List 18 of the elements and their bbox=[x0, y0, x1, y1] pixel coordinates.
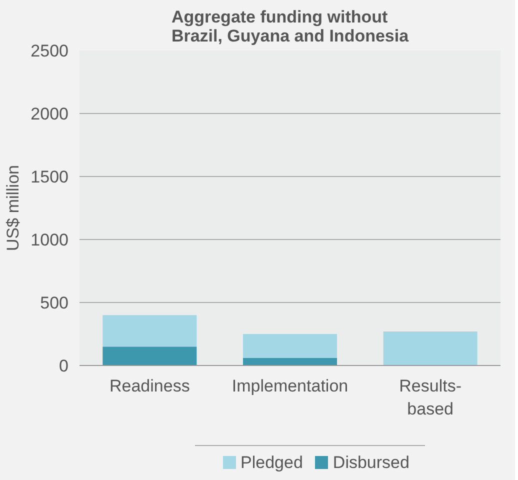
y-axis-title: US$ million bbox=[4, 165, 23, 251]
y-tick-label: 2000 bbox=[30, 104, 69, 124]
x-tick-label: Implementation bbox=[232, 376, 348, 396]
y-tick-label: 1500 bbox=[30, 168, 69, 186]
x-tick-label: Results- based bbox=[399, 376, 462, 418]
y-tick-label: 500 bbox=[40, 294, 69, 312]
y-tick-label: 0 bbox=[59, 356, 69, 376]
bar bbox=[102, 346, 197, 366]
y-tick-label: 2500 bbox=[30, 42, 69, 60]
legend-label: Disbursed bbox=[332, 453, 410, 472]
y-tick-label: 1000 bbox=[30, 230, 69, 250]
chart-title: Aggregate funding without Brazil, Guyana and Indonesia bbox=[171, 8, 410, 46]
bar bbox=[242, 358, 338, 366]
x-tick-label: Readiness bbox=[110, 376, 190, 396]
legend-label: Pledged bbox=[240, 453, 303, 472]
bar bbox=[242, 334, 338, 358]
bar bbox=[383, 331, 478, 366]
bar bbox=[102, 315, 197, 347]
